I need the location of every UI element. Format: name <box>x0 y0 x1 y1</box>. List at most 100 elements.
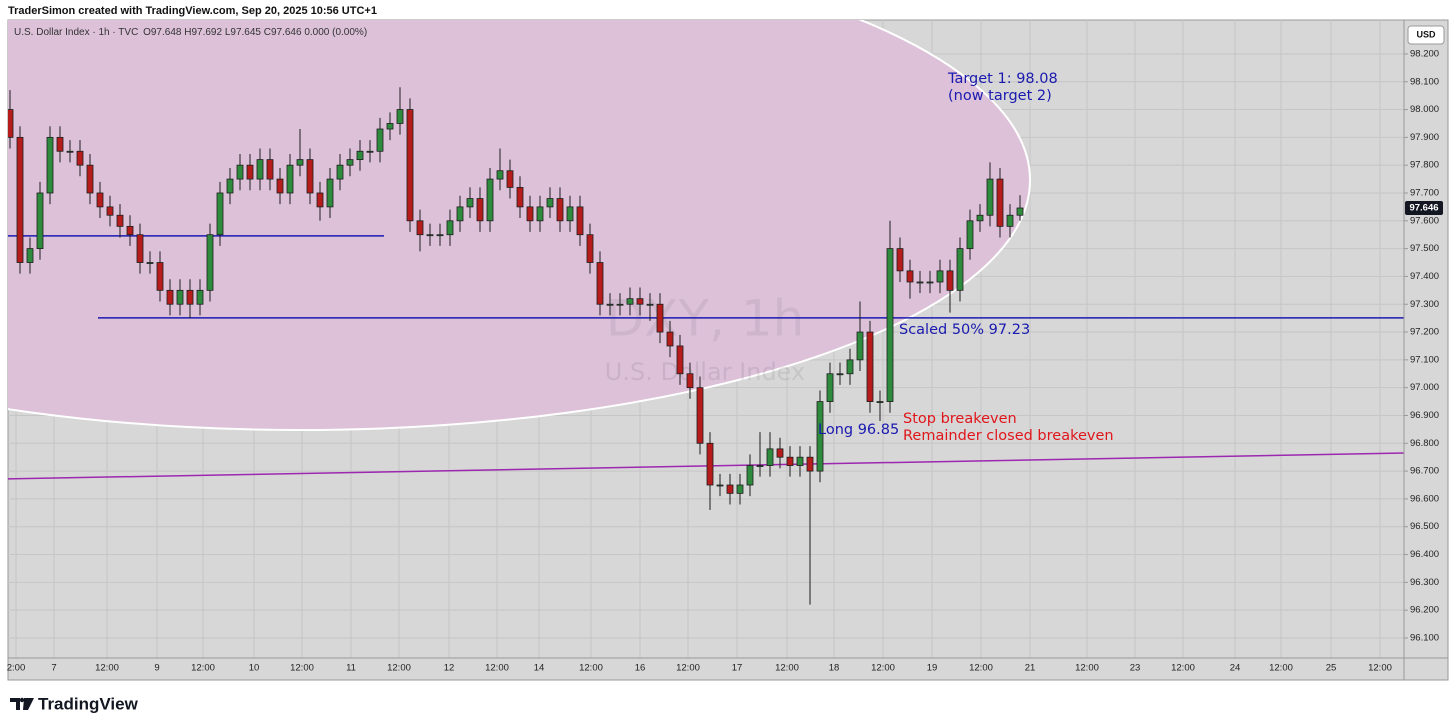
candle-body <box>206 234 214 291</box>
candle-body <box>346 159 354 166</box>
candle-body <box>116 214 124 227</box>
candle-body <box>586 234 594 263</box>
candle-body <box>136 234 144 263</box>
annotation: Scaled 50% 97.23 <box>899 322 1030 338</box>
candle-body <box>296 159 304 166</box>
y-tick-label: 97.500 <box>1410 243 1439 254</box>
x-tick-label: 18 <box>829 663 840 674</box>
y-tick-label: 97.900 <box>1410 132 1439 143</box>
symbol-legend: U.S. Dollar Index · 1h · TVC O97.648 H97… <box>14 27 367 38</box>
y-tick-label: 96.200 <box>1410 605 1439 616</box>
candle-body <box>696 387 704 444</box>
candle-body <box>406 109 414 222</box>
y-tick-label: 98.000 <box>1410 104 1439 115</box>
x-tick-label: 7 <box>51 663 56 674</box>
candle-body <box>366 150 374 153</box>
candle-body <box>176 289 184 305</box>
candle-body <box>536 206 544 222</box>
y-tick-label: 96.300 <box>1410 577 1439 588</box>
candle-body <box>16 136 24 263</box>
x-tick-label: 12:00 <box>290 663 314 674</box>
logo-mark <box>10 698 34 710</box>
candle-body <box>936 270 944 283</box>
brand-logo <box>10 697 34 710</box>
candle-body <box>706 442 714 486</box>
x-tick-label: 12:00 <box>579 663 603 674</box>
y-tick-label: 97.600 <box>1410 215 1439 226</box>
y-tick-label: 97.700 <box>1410 188 1439 199</box>
candle-body <box>266 159 274 180</box>
candle-body <box>476 198 484 222</box>
candle-body <box>836 373 844 376</box>
candle-body <box>676 345 684 375</box>
x-tick-label: 24 <box>1230 663 1241 674</box>
candle-body <box>246 164 254 180</box>
candle-body <box>466 198 474 208</box>
x-tick-label: 12:00 <box>1368 663 1392 674</box>
currency-box[interactable] <box>1407 25 1445 45</box>
candle-body <box>46 136 54 194</box>
symbol-name: U.S. Dollar Index · 1h · TVC <box>14 27 138 38</box>
candle-body <box>996 178 1004 227</box>
candle-body <box>336 164 344 180</box>
drawn-line <box>8 452 1404 480</box>
candle-body <box>316 192 324 208</box>
annotations: Target 1: 98.08(now target 2) Scaled 50% … <box>818 71 1114 444</box>
y-tick-label: 97.200 <box>1410 327 1439 338</box>
logo-dot <box>19 697 25 703</box>
candle-body <box>506 170 514 188</box>
x-tick-label: 12:00 <box>191 663 215 674</box>
x-tick-label: 12 <box>444 663 455 674</box>
x-tick-label: 25 <box>1326 663 1337 674</box>
candle-body <box>626 298 634 305</box>
candle-body <box>216 192 224 236</box>
candle-body <box>816 401 824 472</box>
annotation: (now target 2) <box>948 88 1052 104</box>
candle-body <box>606 303 614 306</box>
candle-body <box>766 448 774 466</box>
candle-body <box>496 170 504 180</box>
candle-body <box>876 401 884 403</box>
candle-body <box>226 178 234 194</box>
y-tick-label: 97.400 <box>1410 271 1439 282</box>
candle-body <box>776 448 784 458</box>
axes: 98.200 98.100 98.000 97.900 97.800 97.700 97.6… <box>7 48 1443 674</box>
candle-body <box>636 298 644 305</box>
x-tick-label: 12:00 <box>1075 663 1099 674</box>
ohlc-values: O97.648 H97.692 L97.645 C97.646 0.000 (0… <box>143 27 367 38</box>
y-tick-label: 97.000 <box>1410 382 1439 393</box>
x-tick-label: 12:00 <box>485 663 509 674</box>
candle-body <box>786 456 794 466</box>
y-tick-label: 97.100 <box>1410 354 1439 365</box>
candle-body <box>106 206 114 216</box>
annotation: Long 96.85 <box>818 422 899 438</box>
candle-body <box>1016 207 1024 216</box>
currency-label[interactable]: USD <box>1416 29 1436 39</box>
candle-body <box>186 289 194 305</box>
ellipse <box>8 20 1031 431</box>
candle-body <box>596 262 604 305</box>
candle-body <box>986 178 994 216</box>
candle-body <box>8 109 14 138</box>
candle-body <box>826 373 834 402</box>
candle-body <box>546 198 554 208</box>
candle-body <box>486 178 494 222</box>
y-tick-label: 96.800 <box>1410 438 1439 449</box>
y-tick-label: 97.300 <box>1410 299 1439 310</box>
x-tick-label: 19 <box>927 663 938 674</box>
candle-body <box>76 150 84 166</box>
candle-body <box>396 109 404 124</box>
candle-body <box>686 373 694 389</box>
candle-body <box>416 220 424 236</box>
candle-body <box>656 303 664 333</box>
candle-body <box>516 187 524 208</box>
candle-body <box>566 206 574 222</box>
x-tick-label: 12:00 <box>1269 663 1293 674</box>
candle-body <box>166 289 174 305</box>
candle-body <box>426 234 434 237</box>
candle-body <box>306 159 314 194</box>
candle-body <box>456 206 464 222</box>
candle-body <box>526 206 534 222</box>
candle-body <box>1006 214 1014 227</box>
